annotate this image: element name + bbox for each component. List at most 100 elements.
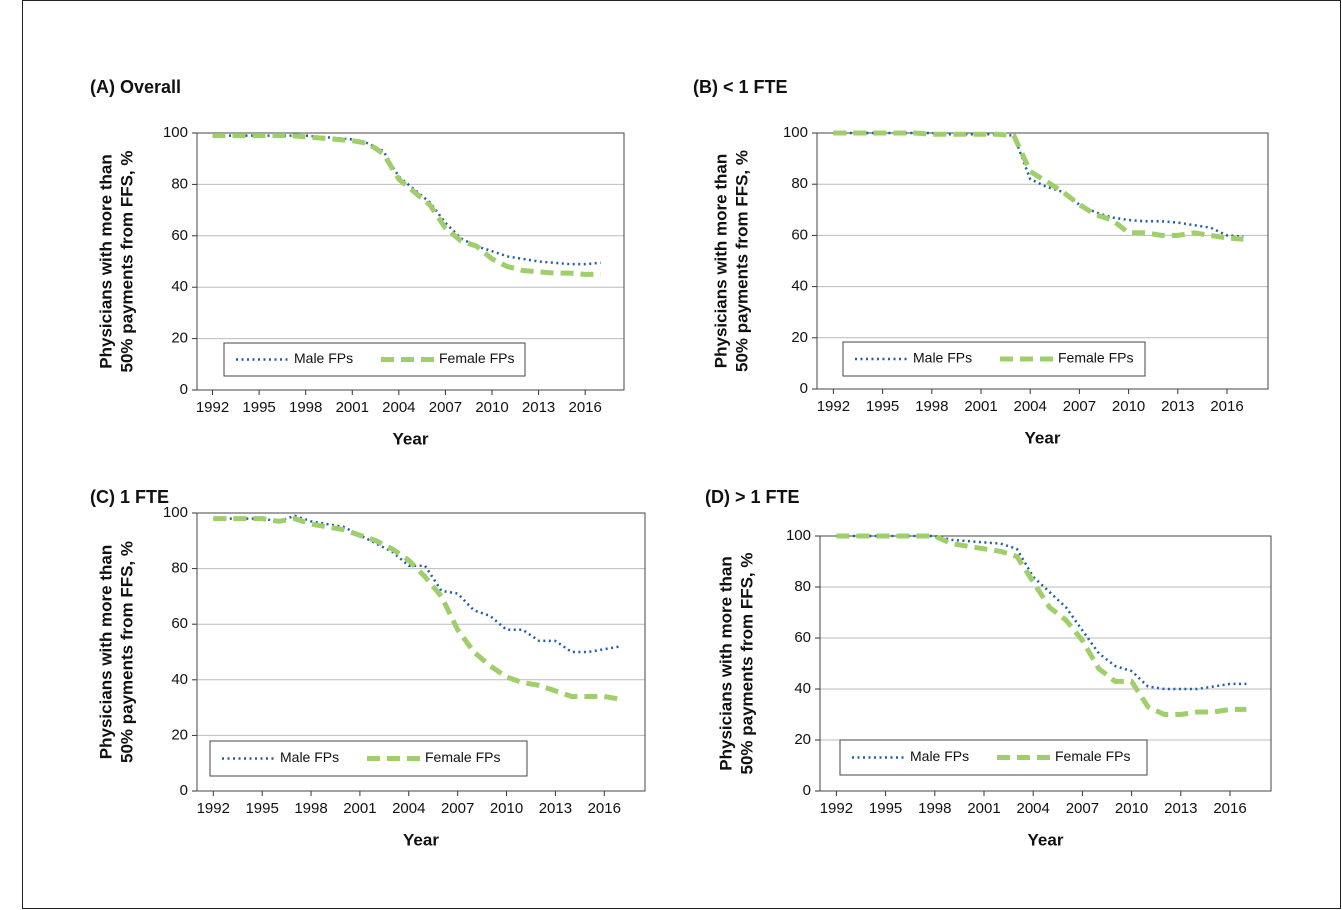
y-tick-label: 0 [800,380,808,397]
x-tick-label: 2001 [343,800,376,817]
x-tick-label: 2016 [588,800,621,817]
y-tick-label: 60 [794,629,811,646]
x-tick-label: 2013 [1164,800,1197,817]
plot-frame [816,132,1269,390]
frame [22,0,1341,909]
x-axis-label: Year [1028,830,1064,849]
y-axis-label: Physicians with more than [96,154,115,368]
x-tick-label: 1998 [294,800,327,817]
y-tick-label: 40 [171,278,188,295]
x-tick-label: 2004 [1017,800,1050,817]
legend-label: Male FPs [294,350,353,366]
y-tick-label: 80 [171,560,188,577]
series-line [833,130,1244,242]
y-tick-label: 40 [171,671,188,688]
y-tick-label: 20 [171,726,188,743]
y-tick-label: 60 [171,615,188,632]
y-tick-label: 20 [171,330,188,347]
x-tick-label: 2010 [490,800,523,817]
y-tick-label: 80 [791,175,808,192]
x-tick-label: 1995 [245,800,278,817]
legend-box [842,341,1146,377]
y-tick-label: 20 [791,329,808,346]
panel-title: (D) > 1 FTE [705,487,800,507]
panel-title: (C) 1 FTE [90,487,169,507]
series-line [836,534,1247,691]
x-tick-label: 2016 [1210,398,1243,415]
x-tick-label: 1995 [242,399,275,416]
x-tick-label: 1995 [869,800,902,817]
y-tick-label: 100 [163,124,188,141]
y-tick-label: 80 [794,578,811,595]
legend-label: Female FPs [1058,350,1133,366]
y-axis-label: Physicians with more than [711,154,730,368]
y-tick-label: 20 [794,731,811,748]
x-tick-label: 2016 [1213,800,1246,817]
y-axis-label: Physicians with more than [96,545,115,759]
x-tick-label: 1995 [866,398,899,415]
series-line [212,133,601,277]
legend-label: Female FPs [1055,748,1130,764]
x-tick-label: 2007 [429,399,462,416]
x-tick-label: 1992 [197,800,230,817]
y-tick-label: 80 [171,175,188,192]
y-axis-label: 50% payments from FFS, % [117,541,136,763]
y-axis-label: 50% payments from FFS, % [117,150,136,372]
x-tick-label: 2013 [522,399,555,416]
series-line [213,514,621,654]
x-tick-label: 2001 [336,399,369,416]
legend-label: Male FPs [910,748,969,764]
y-tick-label: 60 [791,226,808,243]
x-tick-label: 2013 [539,800,572,817]
series-line [833,131,1244,238]
x-tick-label: 2010 [1115,800,1148,817]
x-tick-label: 2010 [1112,398,1145,415]
x-tick-label: 2007 [441,800,474,817]
x-tick-label: 2010 [475,399,508,416]
plot-frame [819,535,1272,792]
y-tick-label: 100 [163,504,188,521]
y-tick-label: 40 [791,278,808,295]
x-tick-label: 2013 [1161,398,1194,415]
x-tick-label: 1998 [289,399,322,416]
plot-frame [196,132,625,391]
x-axis-label: Year [403,830,439,849]
y-tick-label: 0 [180,782,188,799]
y-tick-label: 40 [794,680,811,697]
x-tick-label: 2007 [1066,800,1099,817]
y-axis-label: Physicians with more than [716,556,735,770]
x-tick-label: 1992 [817,398,850,415]
panel-title: (A) Overall [90,77,181,97]
x-tick-label: 1992 [196,399,229,416]
x-tick-label: 2007 [1063,398,1096,415]
series-line [836,533,1247,717]
x-tick-label: 2004 [382,399,415,416]
y-axis-label: 50% payments from FFS, % [737,552,756,774]
x-tick-label: 1998 [915,398,948,415]
legend-label: Female FPs [439,350,514,366]
x-tick-label: 1998 [918,800,951,817]
x-tick-label: 1992 [820,800,853,817]
x-tick-label: 2001 [967,800,1000,817]
series-line [212,134,601,266]
x-tick-label: 2016 [568,399,601,416]
x-axis-label: Year [1025,428,1061,447]
panel-title: (B) < 1 FTE [693,77,788,97]
y-tick-label: 60 [171,227,188,244]
y-tick-label: 0 [803,782,811,799]
x-tick-label: 2004 [1014,398,1047,415]
legend-box [223,342,526,377]
y-tick-label: 100 [783,124,808,141]
legend-label: Female FPs [425,749,500,765]
y-tick-label: 100 [786,527,811,544]
series-line [213,516,622,702]
y-axis-label: 50% payments from FFS, % [732,150,751,372]
legend-label: Male FPs [280,749,339,765]
x-tick-label: 2001 [964,398,997,415]
x-axis-label: Year [393,429,429,448]
legend-label: Male FPs [913,350,972,366]
plot-frame [196,512,646,792]
x-tick-label: 2004 [392,800,425,817]
